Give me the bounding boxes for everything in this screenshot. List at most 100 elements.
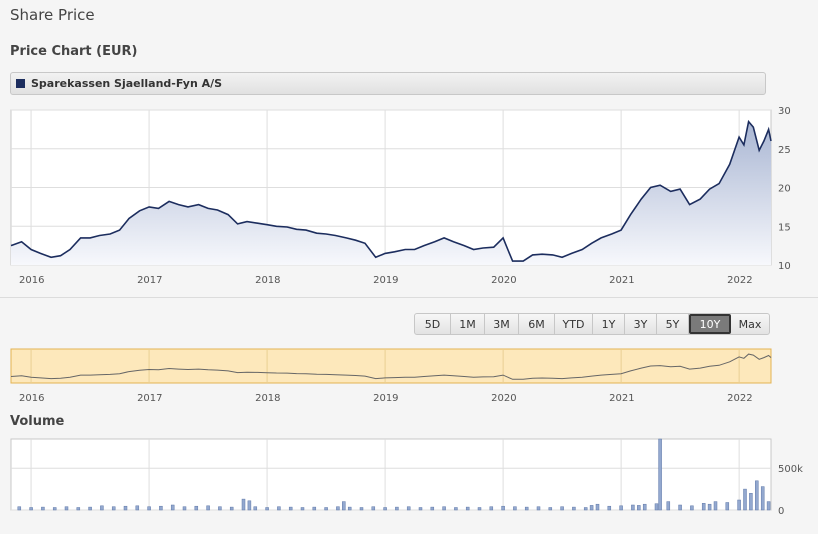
volume-bar: [111, 506, 116, 511]
volume-bar: [524, 506, 529, 511]
price-area: [11, 121, 771, 265]
volume-bar: [159, 505, 163, 511]
volume-bar: [707, 503, 712, 511]
volume-bar: [631, 504, 635, 511]
volume-bar: [690, 505, 694, 511]
range-button-1y[interactable]: 1Y: [593, 314, 625, 334]
volume-bar: [312, 506, 317, 511]
volume-bar: [637, 505, 641, 511]
volume-bar: [595, 503, 600, 511]
volume-bar: [300, 507, 305, 511]
y-tick-label: 15: [778, 222, 791, 233]
volume-bar: [513, 506, 517, 511]
range-button-6m[interactable]: 6M: [519, 314, 555, 334]
volume-bar: [247, 500, 252, 511]
legend-label: Sparekassen Sjaelland-Fyn A/S: [31, 77, 223, 90]
volume-bar: [406, 506, 411, 511]
x-tick-label: 2018: [255, 275, 280, 286]
volume-bar: [100, 505, 104, 511]
volume-bar: [359, 507, 364, 511]
volume-bar: [619, 505, 623, 511]
volume-bar: [182, 506, 187, 511]
volume-bar: [548, 507, 553, 511]
y-tick-label: 10: [778, 261, 791, 272]
range-button-3m[interactable]: 3M: [485, 314, 519, 334]
volume-bar: [76, 507, 81, 511]
volume-bar: [760, 486, 765, 511]
volume-bar: [589, 505, 594, 511]
volume-y-tick-label: 500k: [778, 464, 803, 475]
volume-bar: [666, 501, 671, 511]
volume-bar: [442, 506, 446, 511]
volume-bar: [135, 505, 140, 511]
volume-bar: [536, 506, 541, 511]
volume-bar: [501, 505, 505, 511]
x-tick-label: 2019: [373, 275, 398, 286]
volume-bar: [206, 505, 210, 511]
volume-bar: [277, 506, 281, 511]
volume-bar: [265, 507, 269, 511]
volume-bar: [395, 506, 399, 511]
volume-plot-area: [10, 438, 772, 511]
volume-bar: [288, 506, 293, 511]
volume-bar: [560, 506, 564, 511]
volume-bar: [41, 506, 45, 511]
range-button-ytd[interactable]: YTD: [555, 314, 593, 334]
volume-bar: [383, 507, 387, 511]
volume-bar: [465, 506, 470, 511]
navigator-chart[interactable]: 2016 2017 2018 2019 2020 2021 2022: [0, 0, 818, 410]
range-selector: 5D 1M 3M 6M YTD 1Y 3Y 5Y 10Y Max: [414, 313, 770, 335]
x-tick-label: 2020: [491, 275, 516, 286]
volume-bar: [241, 498, 246, 511]
volume-bar: [678, 504, 682, 511]
navigator-line: [10, 353, 772, 380]
volume-bar: [371, 506, 376, 511]
volume-bar: [755, 480, 759, 511]
volume-title: Volume: [10, 414, 65, 429]
x-tick-label: 2017: [137, 275, 162, 286]
volume-bar: [725, 502, 730, 511]
range-button-3y[interactable]: 3Y: [625, 314, 657, 334]
legend[interactable]: Sparekassen Sjaelland-Fyn A/S: [10, 72, 766, 95]
volume-bar: [454, 507, 458, 511]
price-line: [10, 119, 772, 262]
volume-bar: [658, 438, 662, 511]
volume-bar: [418, 507, 423, 511]
volume-bar: [583, 507, 588, 511]
volume-bar: [347, 506, 352, 511]
volume-bar: [123, 505, 128, 511]
volume-bar: [52, 507, 57, 511]
y-tick-label: 30: [778, 106, 791, 117]
volume-bar: [430, 506, 435, 511]
range-button-10y[interactable]: 10Y: [689, 314, 731, 334]
range-button-5y[interactable]: 5Y: [657, 314, 689, 334]
volume-bar: [766, 501, 771, 511]
range-button-max[interactable]: Max: [731, 314, 769, 334]
volume-bar: [253, 506, 258, 511]
navigator-x-tick-label: 2021: [609, 393, 634, 404]
navigator-x-tick-label: 2018: [255, 393, 280, 404]
volume-bar: [654, 503, 659, 511]
range-button-5d[interactable]: 5D: [415, 314, 451, 334]
price-chart[interactable]: 10 15 20 25 30 2016 2017 2018 2019 2020 2021 2022: [0, 0, 818, 300]
volume-bar: [218, 506, 222, 511]
volume-bar: [737, 499, 741, 511]
volume-bar: [749, 493, 753, 511]
range-button-1m[interactable]: 1M: [451, 314, 485, 334]
volume-bar: [489, 506, 494, 511]
volume-bar: [17, 506, 22, 511]
volume-bar: [701, 503, 706, 511]
volume-bar: [324, 507, 328, 511]
volume-bar: [194, 505, 199, 511]
legend-swatch: [16, 79, 25, 88]
volume-bar: [477, 507, 482, 511]
y-tick-label: 25: [778, 145, 791, 156]
volume-bar: [147, 506, 151, 511]
volume-bar: [336, 506, 340, 511]
volume-bar: [607, 505, 612, 511]
x-tick-label: 2021: [609, 275, 634, 286]
volume-bar: [342, 501, 346, 511]
x-tick-label: 2022: [727, 275, 752, 286]
navigator-x-tick-label: 2020: [491, 393, 516, 404]
